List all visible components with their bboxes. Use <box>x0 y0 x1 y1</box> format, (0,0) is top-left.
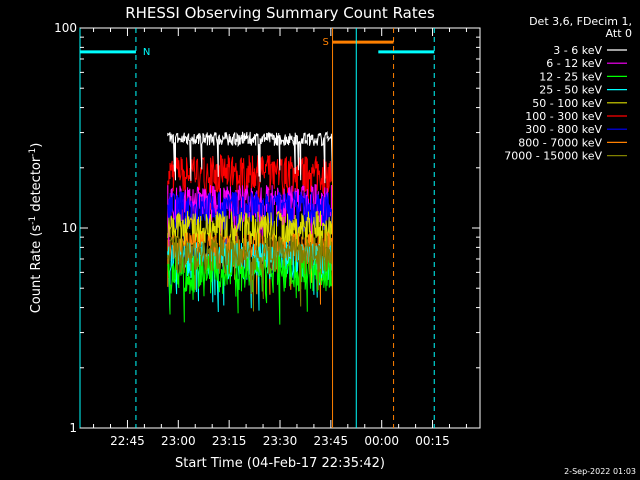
x-tick-label-0: 22:45 <box>110 434 145 448</box>
x-tick-label-4: 23:45 <box>314 434 349 448</box>
y-axis-label: Count Rate (s-1 detector-1) <box>28 143 44 314</box>
legend-label-8: 7000 - 15000 keV <box>504 150 602 163</box>
legend-header-line2: Att 0 <box>606 27 632 40</box>
footer-timestamp: 2-Sep-2022 01:03 <box>564 467 636 476</box>
legend-label-5: 100 - 300 keV <box>525 110 602 123</box>
x-axis-label: Start Time (04-Feb-17 22:35:42) <box>175 456 385 471</box>
y-axis-label-sup2: -1 <box>28 148 38 157</box>
y-axis-label-end: ) <box>29 143 44 148</box>
series-line-0 <box>167 130 333 184</box>
legend-label-4: 50 - 100 keV <box>532 97 602 110</box>
flag-label-1: S <box>323 37 329 48</box>
x-tick-label-2: 23:15 <box>212 434 247 448</box>
legend-header-line1: Det 3,6, FDecim 1, <box>529 15 632 28</box>
y-axis-label-main: Count Rate (s <box>29 225 44 314</box>
x-axis: 22:45 23:00 23:15 23:30 23:45 00:00 00:15 <box>93 28 467 448</box>
legend-label-7: 800 - 7000 keV <box>518 136 602 149</box>
legend-label-2: 12 - 25 keV <box>539 70 602 83</box>
series-line-8 <box>167 234 333 312</box>
plot-area: N S 22:45 23:00 23:15 23:30 23:45 00:00 00:15 1… <box>54 21 481 448</box>
x-tick-label-1: 23:00 <box>161 434 196 448</box>
legend-label-1: 6 - 12 keV <box>546 57 602 70</box>
y-tick-label-1: 10 <box>62 221 77 235</box>
y-axis-label-sup1: -1 <box>28 216 38 225</box>
y-tick-label-0: 1 <box>69 421 77 435</box>
y-axis-label-mid: detector <box>29 156 44 216</box>
x-tick-label-3: 23:30 <box>263 434 298 448</box>
x-tick-label-6: 00:15 <box>415 434 450 448</box>
x-tick-label-5: 00:00 <box>364 434 399 448</box>
y-tick-label-2: 100 <box>54 21 77 35</box>
y-axis: 1 10 100 <box>54 21 480 435</box>
legend-label-3: 25 - 50 keV <box>539 84 602 97</box>
series-line-5 <box>167 153 333 223</box>
chart-title: RHESSI Observing Summary Count Rates <box>125 4 435 22</box>
series-line-6 <box>167 191 333 263</box>
series-layer <box>167 130 333 325</box>
legend-label-0: 3 - 6 keV <box>553 44 602 57</box>
legend-label-6: 300 - 800 keV <box>525 123 602 136</box>
flag-label-0: N <box>143 47 150 58</box>
